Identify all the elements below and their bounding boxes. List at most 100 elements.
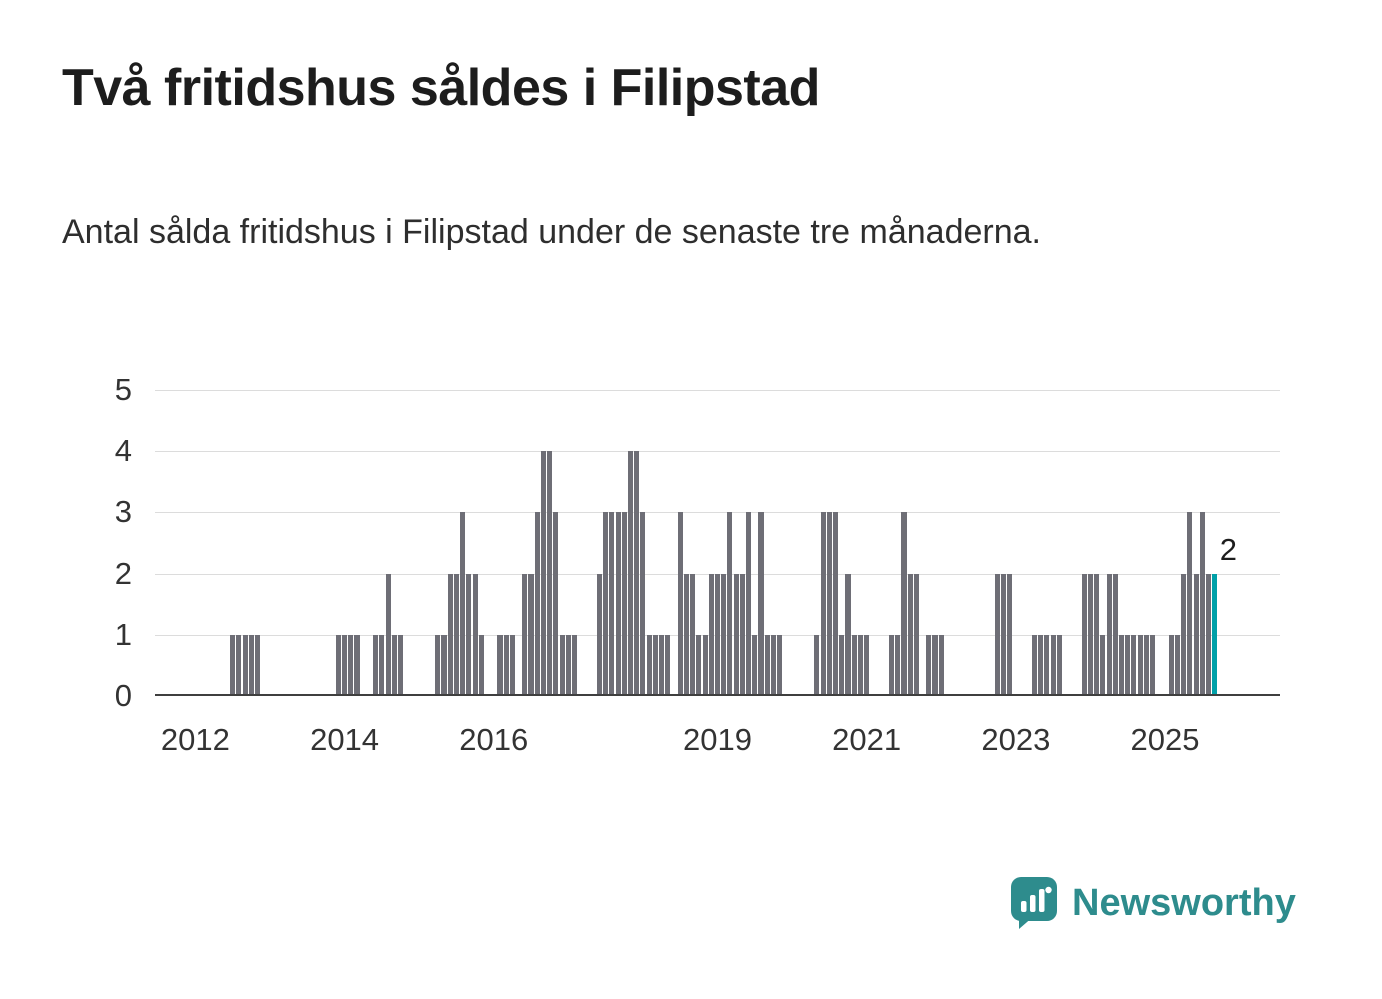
bar bbox=[1007, 573, 1013, 696]
bar bbox=[727, 512, 733, 696]
newsworthy-logo-text: Newsworthy bbox=[1072, 881, 1296, 924]
bar bbox=[1081, 573, 1087, 696]
bar bbox=[236, 634, 242, 696]
bar bbox=[926, 634, 932, 696]
bar bbox=[385, 573, 391, 696]
bar bbox=[907, 573, 913, 696]
x-axis-baseline bbox=[155, 694, 1280, 696]
x-axis-tick-label: 2016 bbox=[459, 722, 529, 757]
x-axis-labels: 2012 2014 2016 2019 2021 2023 2025 bbox=[155, 722, 1280, 764]
x-axis-tick-label: 2019 bbox=[683, 722, 752, 757]
bar bbox=[441, 634, 447, 696]
bar bbox=[1044, 634, 1050, 696]
bar bbox=[702, 634, 708, 696]
bar bbox=[888, 634, 895, 696]
bar bbox=[640, 512, 646, 696]
gridline bbox=[155, 390, 1280, 391]
bar bbox=[1087, 573, 1093, 696]
bar bbox=[1125, 634, 1131, 696]
gridline bbox=[155, 451, 1280, 453]
bar bbox=[714, 573, 721, 696]
bar bbox=[603, 512, 609, 696]
y-axis-tick-label: 1 bbox=[114, 616, 132, 652]
bar bbox=[901, 512, 907, 696]
bar bbox=[255, 634, 261, 696]
bar bbox=[1118, 634, 1125, 696]
bar bbox=[845, 573, 851, 696]
bar-latest bbox=[1212, 573, 1218, 696]
bar bbox=[522, 573, 528, 696]
bar bbox=[621, 512, 627, 696]
last-value-label: 2 bbox=[1219, 531, 1237, 567]
newsworthy-logo-icon bbox=[1011, 877, 1057, 929]
bar bbox=[1143, 634, 1149, 696]
bar bbox=[677, 512, 683, 696]
bar bbox=[503, 634, 509, 696]
bar bbox=[1205, 573, 1212, 696]
x-axis-tick-label: 2021 bbox=[832, 722, 902, 757]
bar bbox=[453, 573, 459, 696]
bar bbox=[864, 634, 870, 696]
x-axis-tick-label: 2014 bbox=[310, 722, 380, 757]
bar bbox=[1193, 573, 1199, 696]
newsworthy-logo: Newsworthy bbox=[1010, 876, 1296, 930]
bar bbox=[534, 512, 540, 696]
bar bbox=[895, 634, 901, 696]
bar bbox=[478, 634, 484, 696]
bar bbox=[242, 634, 248, 696]
bar bbox=[833, 512, 839, 696]
bar bbox=[1050, 634, 1056, 696]
bar bbox=[932, 634, 938, 696]
bar bbox=[646, 634, 652, 696]
bar bbox=[1131, 634, 1137, 696]
bar bbox=[665, 634, 671, 696]
bar bbox=[1056, 634, 1062, 696]
bar bbox=[1150, 634, 1156, 696]
y-axis-tick-label: 3 bbox=[114, 494, 132, 530]
bar bbox=[1100, 634, 1106, 696]
bar bbox=[627, 451, 634, 696]
bar bbox=[1174, 634, 1180, 696]
bar bbox=[696, 634, 702, 696]
bar bbox=[839, 634, 845, 696]
bar bbox=[1181, 573, 1187, 696]
y-axis-tick-label: 4 bbox=[114, 433, 132, 469]
bar bbox=[466, 573, 472, 696]
y-axis-tick-label: 2 bbox=[114, 555, 132, 591]
bar bbox=[373, 634, 379, 696]
chart-subtitle: Antal sålda fritidshus i Filipstad under… bbox=[62, 213, 1041, 251]
x-axis-tick-label: 2025 bbox=[1130, 722, 1200, 757]
bar bbox=[634, 451, 640, 696]
bar bbox=[1168, 634, 1174, 696]
bar bbox=[820, 512, 826, 696]
bar bbox=[652, 634, 658, 696]
bar bbox=[354, 634, 360, 696]
bar bbox=[683, 573, 689, 696]
bar bbox=[1112, 573, 1118, 696]
bar bbox=[571, 634, 578, 696]
bar bbox=[348, 634, 354, 696]
bar bbox=[497, 634, 503, 696]
bar bbox=[690, 573, 696, 696]
bar bbox=[857, 634, 863, 696]
bar bbox=[913, 573, 919, 696]
bar bbox=[814, 634, 820, 696]
bar bbox=[1094, 573, 1100, 696]
bar bbox=[1031, 634, 1038, 696]
bar bbox=[758, 512, 764, 696]
y-axis-tick-label: 0 bbox=[114, 678, 132, 713]
bar bbox=[528, 573, 534, 696]
bar bbox=[540, 451, 546, 696]
bar bbox=[1038, 634, 1044, 696]
bar bbox=[615, 512, 621, 696]
bar bbox=[553, 512, 559, 696]
plot-area: 2 bbox=[155, 390, 1280, 696]
bar bbox=[1187, 512, 1193, 696]
y-axis-labels: 0 1 2 3 4 5 bbox=[40, 372, 132, 713]
bar bbox=[460, 512, 466, 696]
bar bbox=[1137, 634, 1143, 696]
bar bbox=[764, 634, 770, 696]
page-title: Två fritidshus såldes i Filipstad bbox=[62, 59, 820, 117]
bar bbox=[938, 634, 944, 696]
